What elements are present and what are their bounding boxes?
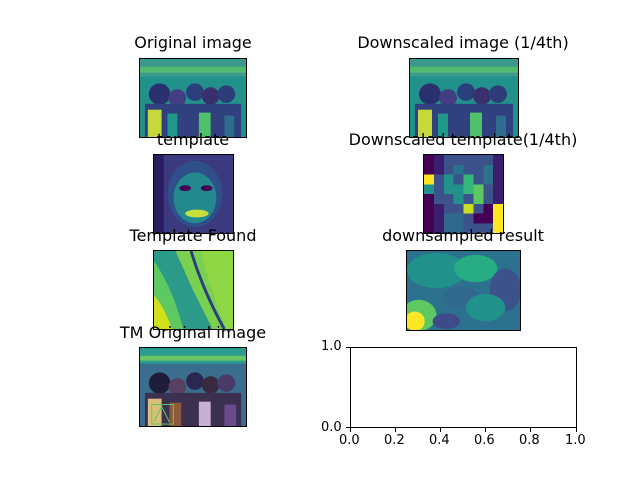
x-tick-3 bbox=[485, 428, 486, 432]
x-tick-1 bbox=[395, 428, 396, 432]
original-image bbox=[139, 58, 247, 138]
panel-title-template: template bbox=[156, 130, 230, 149]
x-tick-label-2: 0.4 bbox=[429, 433, 450, 448]
x-tick-2 bbox=[440, 428, 441, 432]
panel-title-downscaled-template: Downscaled template(1/4th) bbox=[348, 130, 578, 149]
template-found-image bbox=[153, 250, 234, 330]
y-tick-top bbox=[346, 347, 350, 348]
x-tick-label-0: 0.0 bbox=[339, 433, 360, 448]
x-tick-4 bbox=[530, 428, 531, 432]
x-tick-5 bbox=[576, 428, 577, 432]
downsampled-result-image bbox=[406, 250, 521, 331]
x-tick-label-3: 0.6 bbox=[474, 433, 495, 448]
tm-original-image bbox=[139, 347, 247, 427]
x-tick-label-1: 0.2 bbox=[384, 433, 405, 448]
panel-title-tm-original-image: TM Original image bbox=[119, 323, 267, 342]
panel-title-downscaled-image: Downscaled image (1/4th) bbox=[357, 33, 569, 52]
y-tick-label-bottom: 0.0 bbox=[321, 420, 342, 435]
panel-title-original-image: Original image bbox=[134, 33, 252, 52]
downscaled-image bbox=[409, 58, 519, 138]
panel-title-template-found: Template Found bbox=[129, 226, 257, 245]
y-tick-bottom bbox=[346, 427, 350, 428]
x-tick-label-4: 0.8 bbox=[519, 433, 540, 448]
template-image bbox=[153, 154, 234, 234]
y-tick-label-top: 1.0 bbox=[321, 339, 342, 354]
x-tick-0 bbox=[350, 428, 351, 432]
empty-axes bbox=[346, 347, 577, 432]
panel-title-downsampled-result: downsampled result bbox=[382, 226, 544, 245]
x-tick-label-5: 1.0 bbox=[565, 433, 586, 448]
downscaled-template-image bbox=[423, 154, 504, 234]
